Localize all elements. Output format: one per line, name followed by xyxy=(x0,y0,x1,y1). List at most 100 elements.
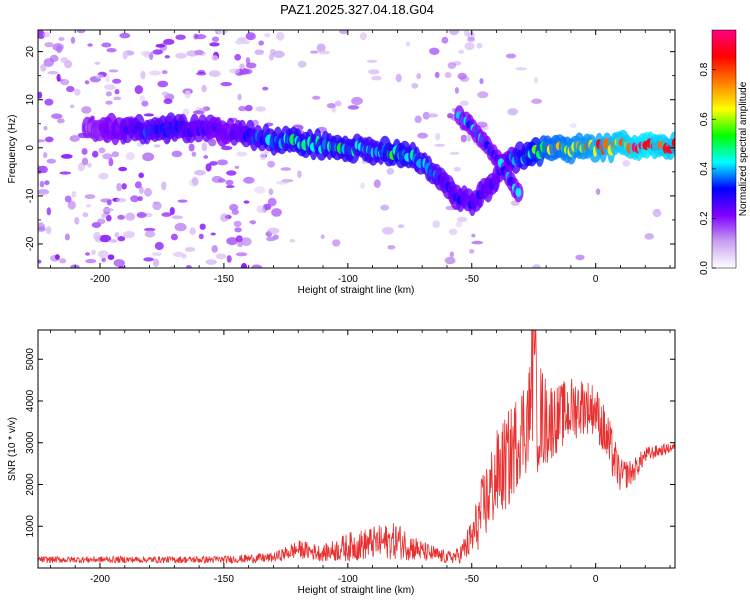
spectrogram-noise-blob xyxy=(234,227,242,233)
spectrogram-noise-blob xyxy=(43,125,48,131)
spectrogram-noise-blob xyxy=(161,91,169,96)
spectrogram-noise-blob xyxy=(171,215,184,220)
spectrogram-noise-blob xyxy=(507,108,518,116)
spectrogram-noise-blob xyxy=(134,181,142,189)
spectrogram-noise-blob xyxy=(136,212,147,218)
spectrogram-noise-blob xyxy=(105,100,113,105)
spectrogram-noise-blob xyxy=(164,55,170,59)
spectrogram-noise-blob xyxy=(44,180,50,185)
spectrogram-noise-blob xyxy=(185,247,196,252)
spectrogram-noise-blob xyxy=(54,254,60,260)
spectrogram-noise-blob xyxy=(411,82,419,89)
spectrogram-noise-blob xyxy=(125,152,135,161)
spectrogram-noise-blob xyxy=(161,70,168,75)
spectrogram-noise-blob xyxy=(209,161,218,166)
spectrogram-noise-blob xyxy=(338,30,349,35)
spectrogram-noise-blob xyxy=(154,241,164,251)
spectrogram-noise-blob xyxy=(64,233,70,241)
spectrogram-noise-blob xyxy=(143,257,154,262)
spectrogram-noise-blob xyxy=(235,235,243,243)
spectrogram-noise-blob xyxy=(105,91,112,97)
spectrogram-y-tick-label: 10 xyxy=(25,94,36,106)
spectrogram-noise-blob xyxy=(429,47,440,55)
spectrogram-x-axis-title: Height of straight line (km) xyxy=(298,285,415,296)
spectrogram-noise-blob xyxy=(210,232,216,236)
snr-x-axis-title: Height of straight line (km) xyxy=(298,585,415,596)
spectrogram-noise-blob xyxy=(114,89,120,95)
spectrogram-noise-blob xyxy=(455,221,462,228)
spectrogram-noise-blob xyxy=(69,135,80,142)
spectrogram-noise-blob xyxy=(153,144,161,148)
spectrogram-noise-blob xyxy=(198,107,210,112)
spectrogram-noise-blob xyxy=(113,259,125,267)
spectrogram-noise-blob xyxy=(38,139,46,143)
spectrogram-noise-blob xyxy=(471,240,484,245)
spectrogram-noise-blob xyxy=(201,142,208,152)
spectrogram-noise-blob xyxy=(98,147,106,154)
colorbar-frame xyxy=(711,29,737,269)
spectrogram-noise-blob xyxy=(238,105,247,112)
spectrogram-noise-blob xyxy=(441,36,449,44)
colorbar-tick-label: 0.4 xyxy=(699,161,710,175)
spectrogram-noise-blob xyxy=(460,134,467,143)
spectrogram-noise-blob xyxy=(371,75,382,81)
spectrogram-noise-blob xyxy=(205,259,217,265)
spectrogram-noise-blob xyxy=(268,53,274,61)
snr-y-tick-label: 3000 xyxy=(25,431,36,454)
spectrogram-noise-blob xyxy=(211,245,218,253)
spectrogram-noise-blob xyxy=(139,95,146,102)
spectrogram-noise-blob xyxy=(191,176,199,186)
spectrogram-noise-blob xyxy=(297,60,307,68)
snr-x-tick-label: -150 xyxy=(214,574,234,585)
snr-y-tick-label: 2000 xyxy=(25,473,36,496)
spectrogram-noise-blob xyxy=(152,49,163,55)
spectrogram-noise-blob xyxy=(117,214,125,220)
spectrogram-noise-blob xyxy=(95,74,104,79)
spectrogram-noise-blob xyxy=(373,179,381,188)
spectrogram-noise-blob xyxy=(595,188,601,195)
snr-panel: -200 -150 -100 -50 0 1000 2000 3000 4000 5000 Hei… xyxy=(7,329,676,596)
spectrogram-noise-blob xyxy=(185,265,192,268)
spectrogram-noise-blob xyxy=(74,88,81,96)
spectrogram-x-tick-label: -50 xyxy=(465,274,480,285)
spectrogram-y-tick-label: 0 xyxy=(25,145,36,151)
spectrogram-noise-blob xyxy=(142,152,155,162)
spectrogram-noise-blob xyxy=(469,249,475,254)
spectrogram-noise-blob xyxy=(60,154,73,159)
spectrogram-noise-blob xyxy=(644,233,654,240)
spectrogram-noise-blob xyxy=(85,252,90,256)
spectrogram-noise-blob xyxy=(43,58,54,67)
spectrogram-noise-blob xyxy=(67,200,76,210)
spectrogram-noise-blob xyxy=(459,100,469,106)
spectrogram-noise-blob xyxy=(318,50,331,55)
spectrogram-noise-blob xyxy=(130,195,140,203)
spectrogram-noise-blob xyxy=(332,239,341,247)
spectrogram-noise-blob xyxy=(233,220,242,228)
spectrogram-noise-blob xyxy=(191,151,197,157)
spectrogram-noise-blob xyxy=(447,113,454,119)
spectrogram-noise-blob xyxy=(254,49,265,55)
spectrogram-noise-blob xyxy=(505,53,517,59)
spectrogram-noise-blob xyxy=(174,222,187,232)
spectrogram-noise-blob xyxy=(71,190,77,198)
spectrogram-noise-blob xyxy=(152,201,162,211)
spectrogram-noise-blob xyxy=(108,158,114,167)
spectrogram-noise-blob xyxy=(116,197,127,203)
spectrogram-noise-blob xyxy=(43,152,48,159)
spectrogram-frame xyxy=(37,29,676,269)
spectrogram-noise-blob xyxy=(194,49,204,56)
spectrogram-noise-blob xyxy=(477,91,489,99)
spectrogram-noise-blob xyxy=(416,73,422,80)
spectrogram-y-tick-label: -20 xyxy=(25,236,36,251)
spectrogram-noise-blob xyxy=(111,151,120,158)
spectrogram-noise-blob xyxy=(45,136,54,143)
spectrogram-noise-blob xyxy=(276,31,285,41)
spectrogram-noise-blob xyxy=(44,42,54,48)
spectrogram-noise-blob xyxy=(264,33,271,38)
spectrogram-noise-blob xyxy=(211,36,220,42)
spectrogram-noise-blob xyxy=(173,251,184,258)
spectrogram-noise-blob xyxy=(91,249,96,256)
spectrogram-noise-blob xyxy=(533,76,539,84)
spectrogram-noise-blob xyxy=(70,104,75,109)
spectrogram-noise-blob xyxy=(56,73,61,82)
